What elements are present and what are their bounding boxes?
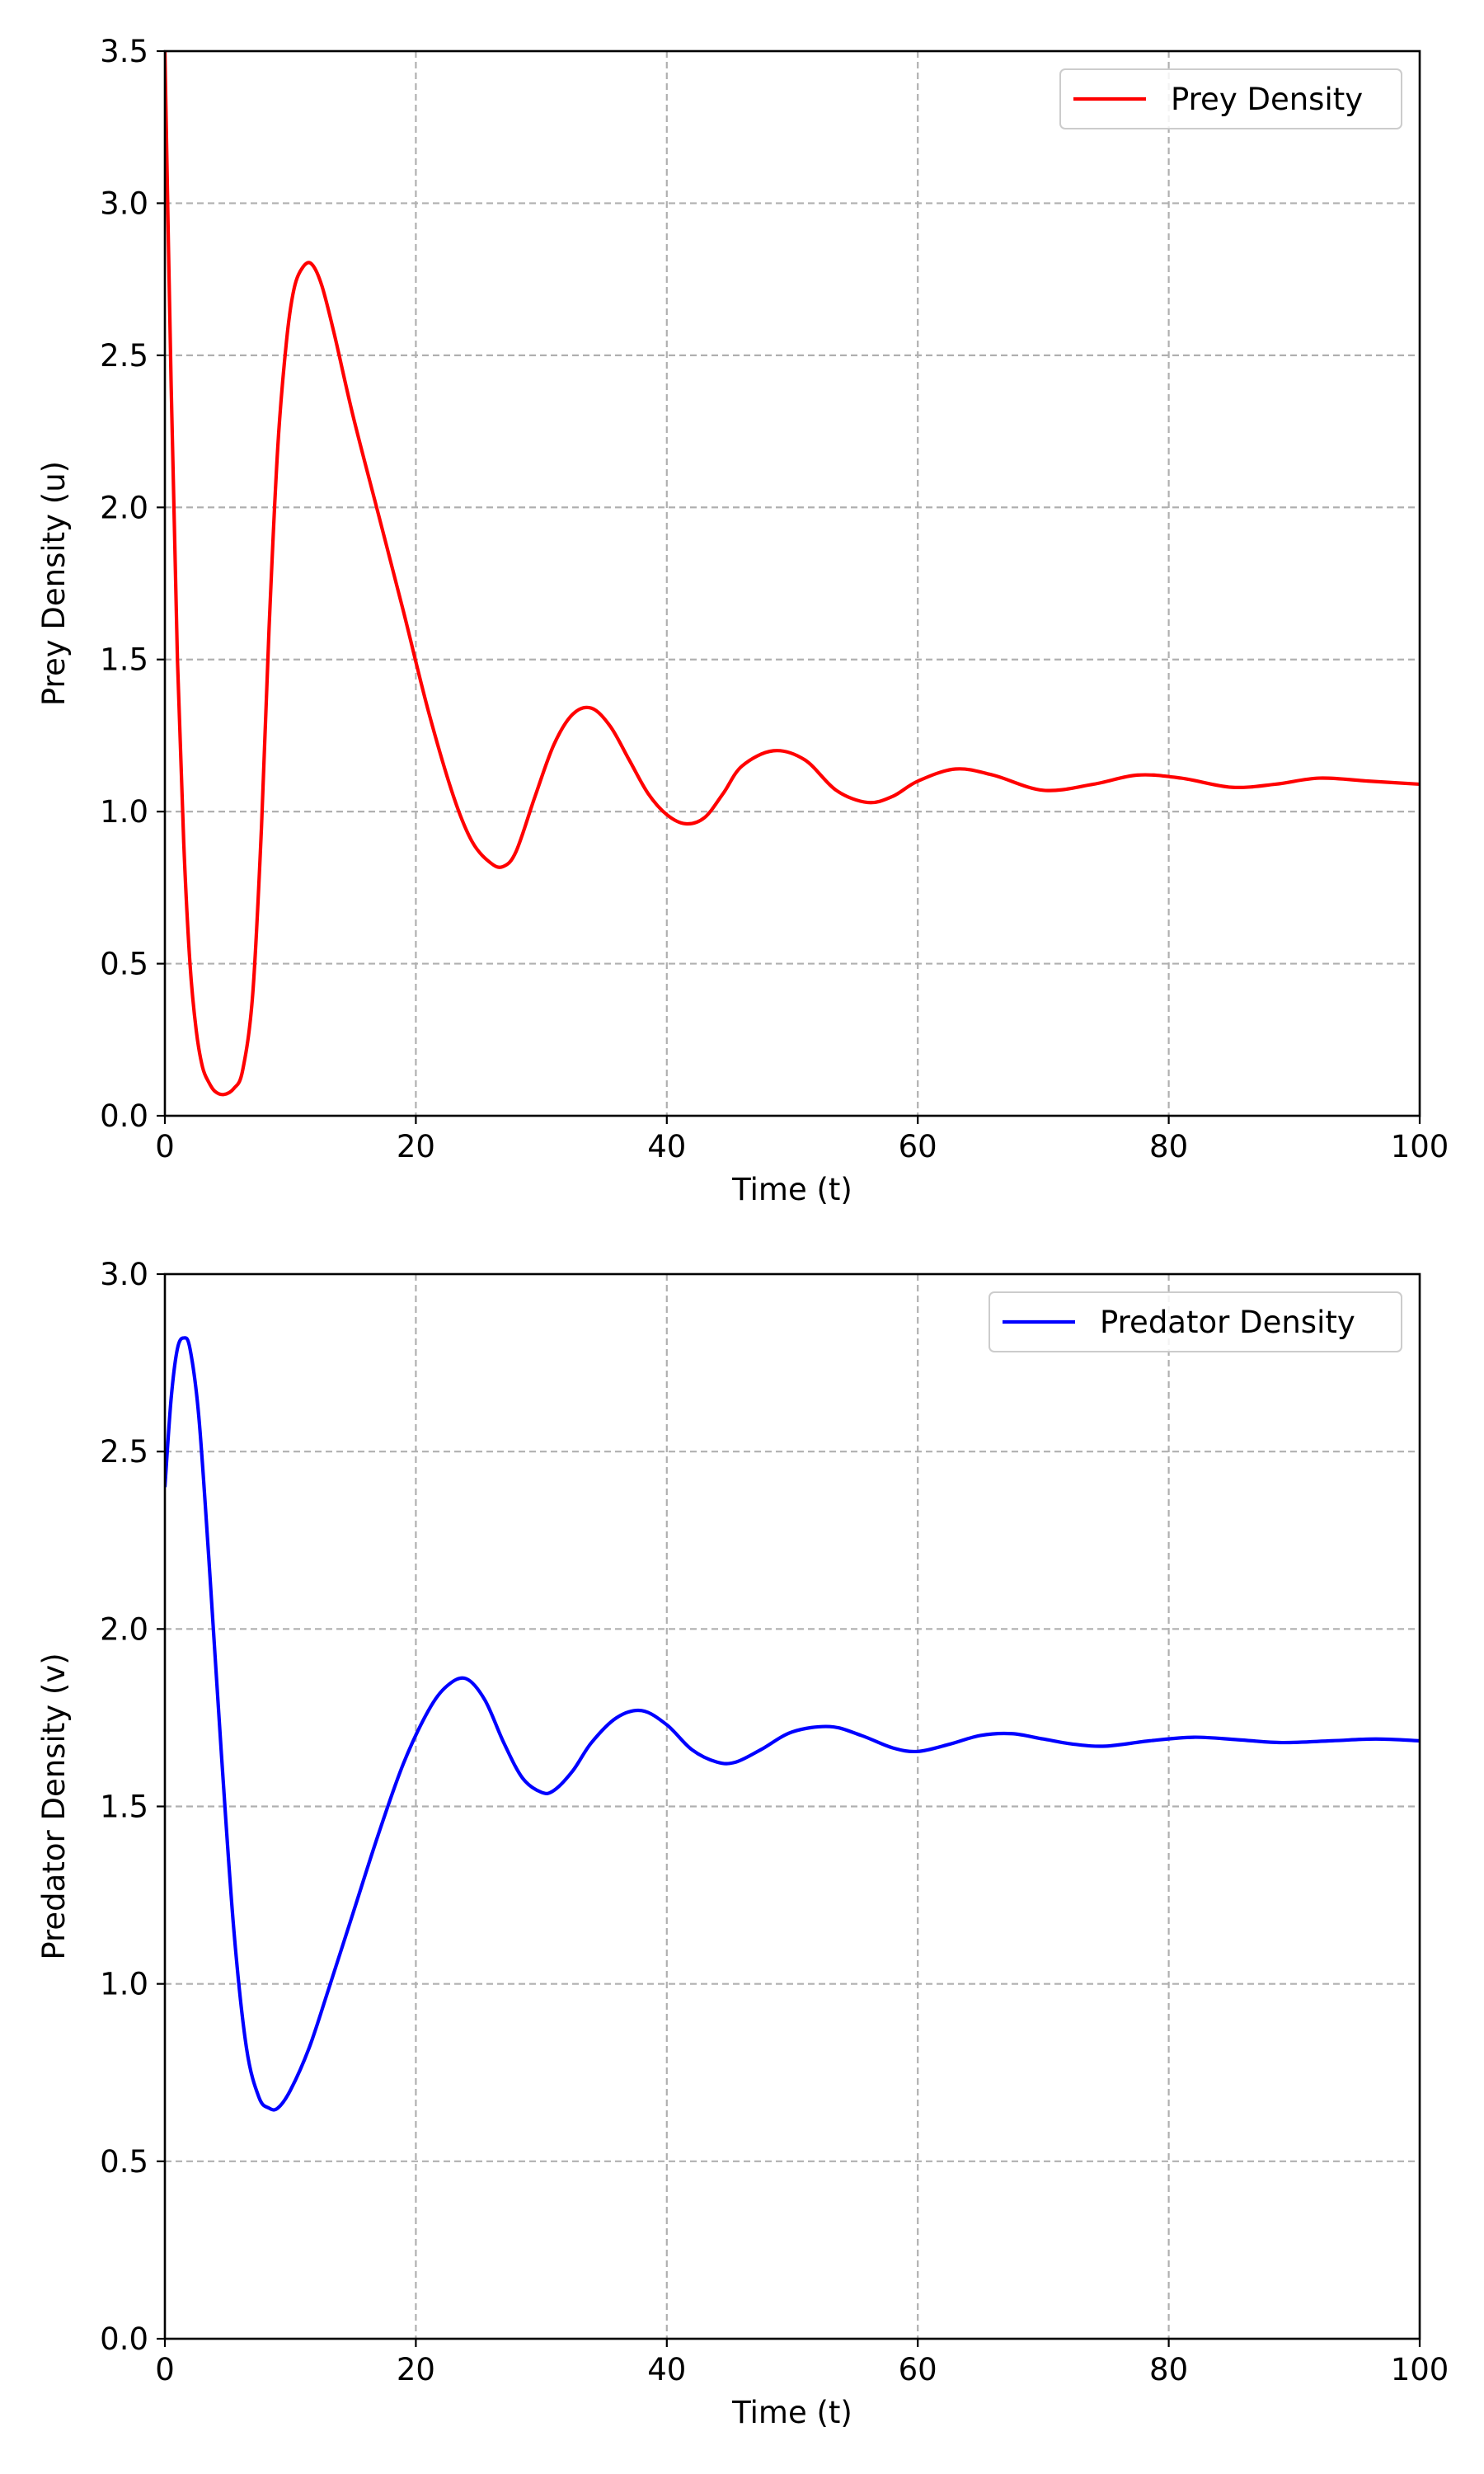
prey-y-tick-label: 2.5 [100, 338, 148, 374]
prey-series-group [165, 51, 1420, 1097]
predator-y-tick-label: 0.0 [100, 2321, 148, 2357]
prey-y-axis-label: Prey Density (u) [36, 461, 72, 706]
predator-y-tick-label: 0.5 [100, 2144, 148, 2180]
prey-y-tick-label: 2.0 [100, 490, 148, 525]
prey-legend: Prey Density [1059, 68, 1402, 129]
predator-x-tick-label: 20 [397, 2352, 435, 2387]
prey-x-tick-label: 0 [155, 1129, 175, 1164]
prey-y-tick-label: 1.0 [100, 794, 148, 830]
prey-plot-frame [163, 49, 1421, 1117]
predator-x-tick-label: 100 [1391, 2352, 1449, 2387]
prey-x-tick-label: 60 [899, 1129, 937, 1164]
prey-density-chart: 0 20 40 60 80 100 0.0 0.5 1.0 1.5 2.0 2.5 3.0 3.5 Ti… [36, 34, 1449, 1207]
predator-y-axis-label: Predator Density (v) [36, 1653, 72, 1959]
prey-y-tick-label: 0.5 [100, 947, 148, 982]
predator-density-chart: 0 20 40 60 80 100 0.0 0.5 1.0 1.5 2.0 2.5 3.0 Time … [36, 1257, 1449, 2430]
prey-grid [165, 51, 1420, 1116]
predator-y-ticks: 0.0 0.5 1.0 1.5 2.0 2.5 3.0 [100, 1257, 165, 2357]
predator-y-tick-label: 2.5 [100, 1434, 148, 1470]
predator-series-group [165, 1336, 1420, 2112]
prey-x-tick-label: 20 [397, 1129, 435, 1164]
predator-y-tick-label: 2.0 [100, 1611, 148, 1647]
prey-x-axis-label: Time (t) [731, 1172, 852, 1207]
prey-legend-box [1059, 68, 1402, 129]
prey-x-tick-label: 40 [647, 1129, 686, 1164]
predator-x-tick-label: 60 [899, 2352, 937, 2387]
prey-y-tick-label: 3.0 [100, 186, 148, 221]
predator-y-tick-label: 1.0 [100, 1967, 148, 2002]
predator-y-tick-label: 1.5 [100, 1790, 148, 1825]
predator-legend-label: Predator Density [1100, 1305, 1355, 1340]
predator-legend-box [989, 1291, 1402, 1352]
predator-x-tick-label: 0 [155, 2352, 175, 2387]
prey-legend-label: Prey Density [1171, 82, 1363, 117]
prey-x-tick-label: 80 [1149, 1129, 1188, 1164]
predator-series-line [165, 1336, 1420, 2112]
predator-grid [165, 1274, 1420, 2339]
predator-x-tick-label: 40 [647, 2352, 686, 2387]
prey-y-ticks: 0.0 0.5 1.0 1.5 2.0 2.5 3.0 3.5 [100, 34, 165, 1134]
predator-legend: Predator Density [989, 1291, 1402, 1352]
prey-series-line [165, 51, 1420, 1097]
prey-x-ticks: 0 20 40 60 80 100 [155, 1116, 1449, 1164]
predator-x-axis-label: Time (t) [731, 2395, 852, 2430]
prey-y-tick-label: 1.5 [100, 642, 148, 678]
prey-x-tick-label: 100 [1391, 1129, 1449, 1164]
prey-y-tick-label: 3.5 [100, 34, 148, 69]
predator-y-tick-label: 3.0 [100, 1257, 148, 1292]
prey-y-tick-label: 0.0 [100, 1098, 148, 1134]
predator-x-ticks: 0 20 40 60 80 100 [155, 2339, 1449, 2387]
predator-x-tick-label: 80 [1149, 2352, 1188, 2387]
